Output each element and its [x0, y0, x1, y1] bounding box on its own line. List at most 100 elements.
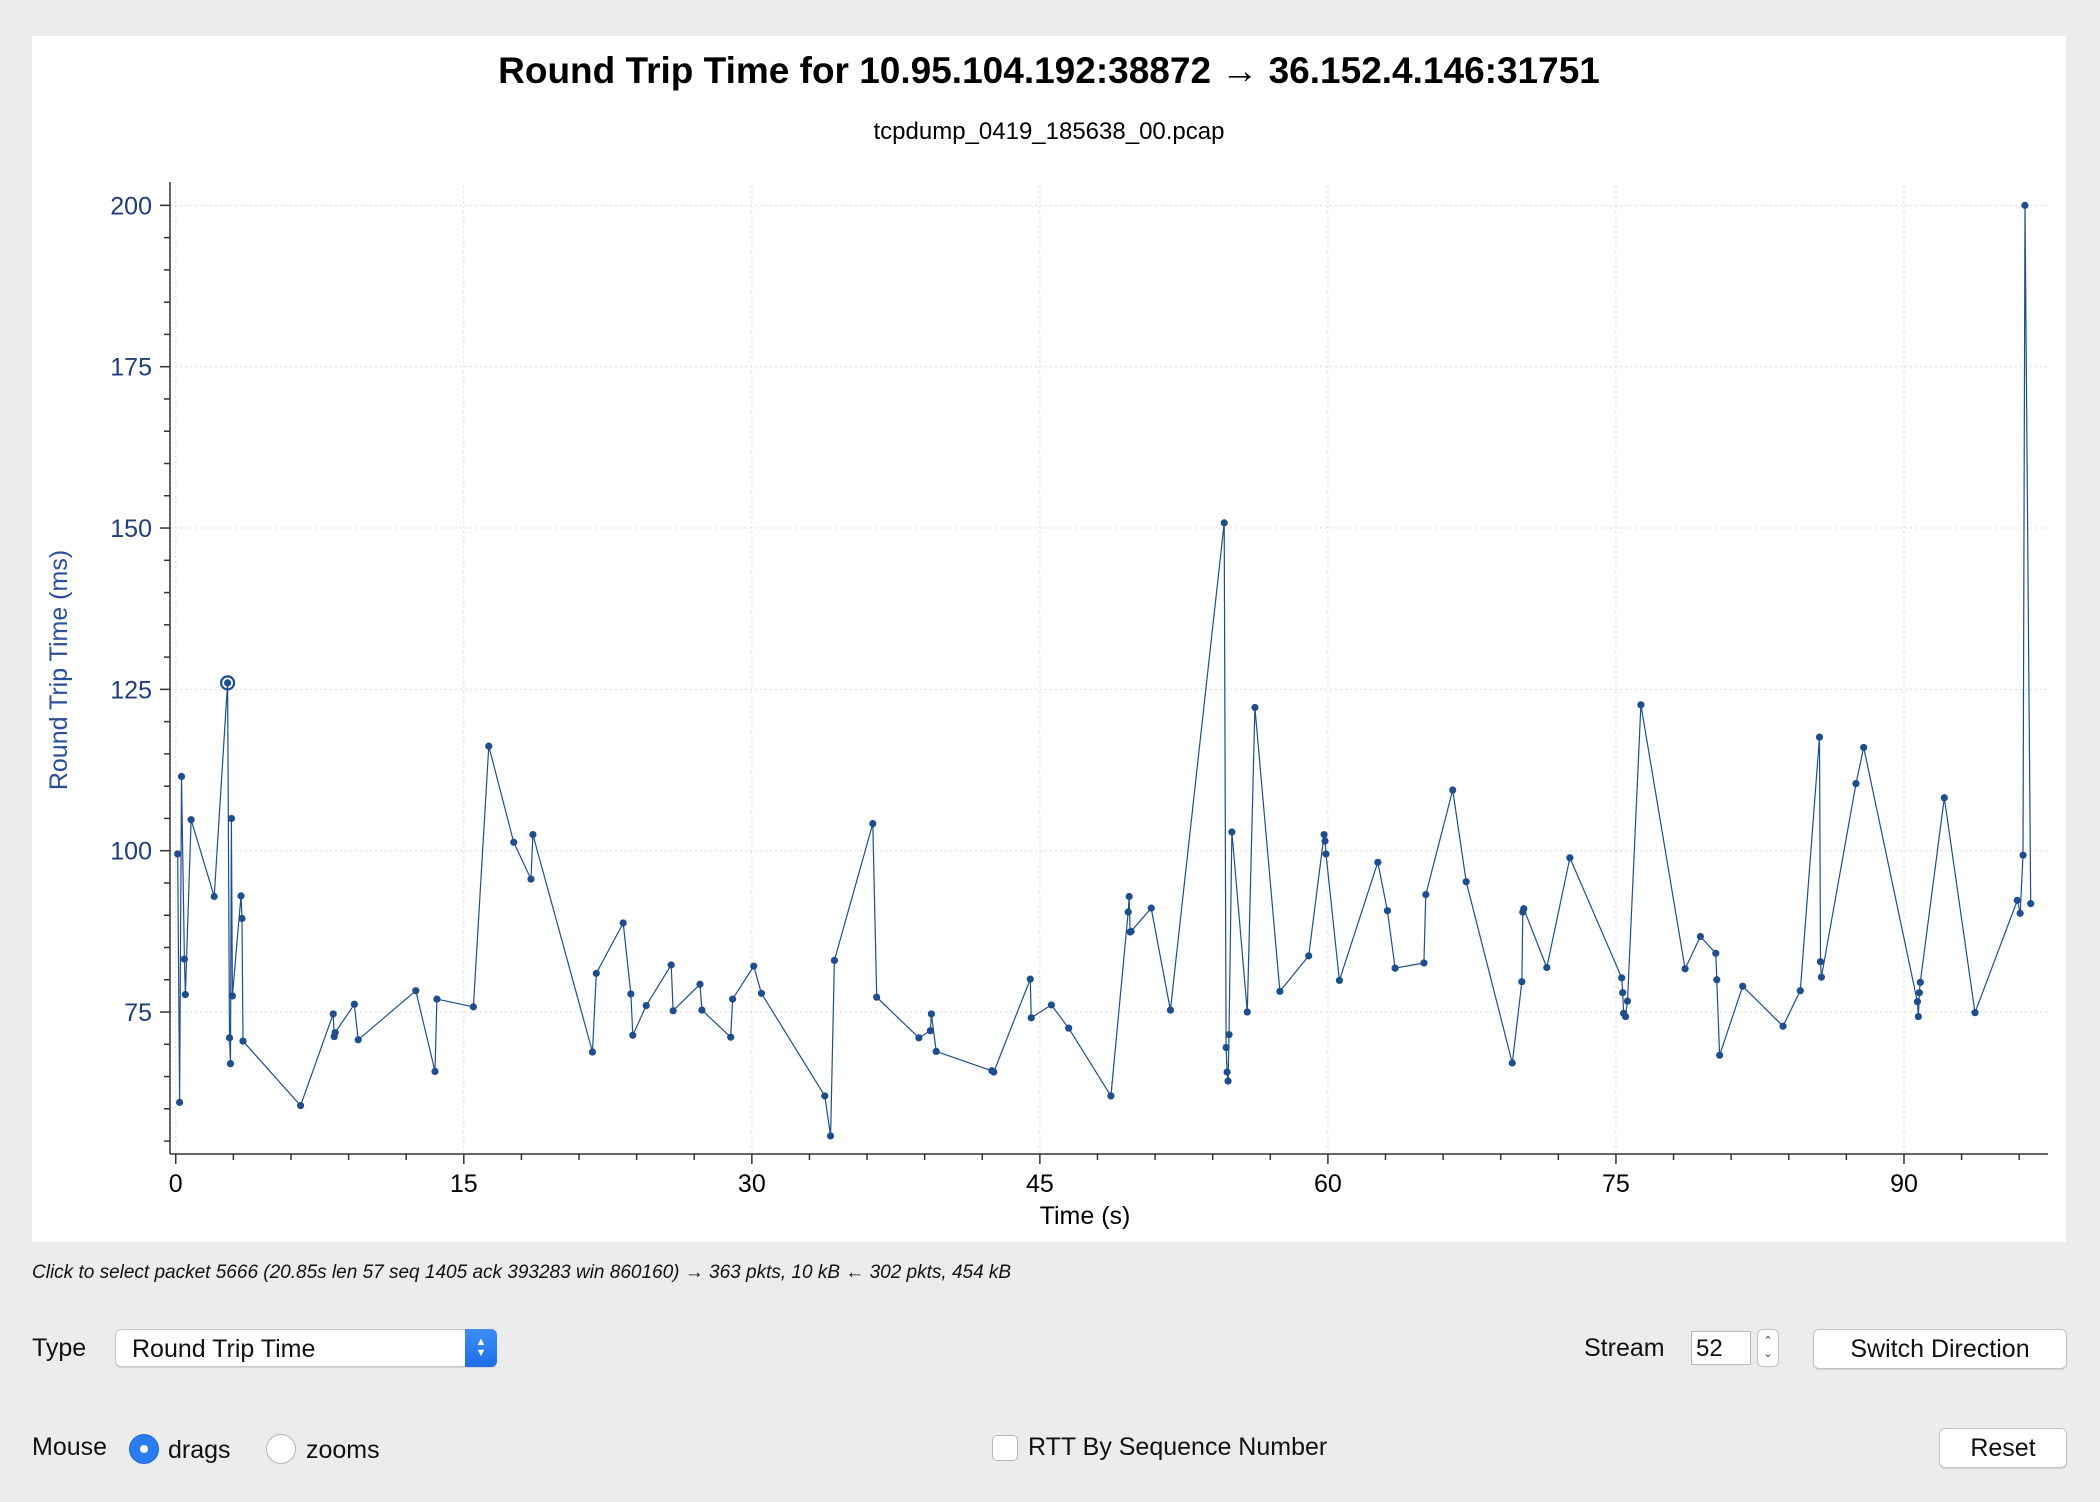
data-point[interactable] — [1621, 1012, 1630, 1021]
data-point[interactable] — [174, 850, 182, 858]
data-point[interactable] — [1623, 997, 1632, 1005]
data-point[interactable] — [1916, 978, 1924, 986]
data-point[interactable] — [224, 679, 232, 687]
data-point[interactable] — [354, 1036, 362, 1044]
data-point[interactable] — [329, 1010, 337, 1018]
data-point[interactable] — [431, 1067, 439, 1075]
data-point[interactable] — [1391, 964, 1399, 972]
data-point[interactable] — [176, 1098, 184, 1106]
rtt-by-sequence-label[interactable]: RTT By Sequence Number — [1028, 1433, 1328, 1461]
data-point[interactable] — [727, 1033, 735, 1041]
data-point[interactable] — [627, 990, 635, 998]
data-point[interactable] — [757, 989, 766, 997]
data-point[interactable] — [1166, 1006, 1175, 1014]
data-point[interactable] — [1321, 837, 1329, 845]
data-point[interactable] — [238, 914, 246, 923]
data-point[interactable] — [2027, 900, 2035, 908]
data-point[interactable] — [1305, 952, 1313, 960]
data-point[interactable] — [1817, 973, 1826, 981]
data-point[interactable] — [225, 1034, 234, 1042]
data-point[interactable] — [927, 1010, 935, 1018]
stream-input[interactable]: 52 — [1691, 1331, 1751, 1365]
data-point[interactable] — [510, 838, 518, 846]
data-point[interactable] — [619, 919, 627, 927]
data-point[interactable] — [296, 1102, 305, 1110]
stepper-down-icon[interactable]: ⌄ — [1763, 1348, 1773, 1360]
data-point[interactable] — [1520, 905, 1528, 913]
data-point[interactable] — [926, 1027, 935, 1035]
data-point[interactable] — [873, 993, 881, 1001]
data-point[interactable] — [181, 991, 189, 999]
data-point[interactable] — [237, 892, 245, 900]
data-point[interactable] — [1125, 892, 1133, 901]
zooms-label[interactable]: zooms — [306, 1436, 380, 1464]
data-point[interactable] — [1696, 932, 1705, 941]
rtt-chart[interactable]: Round Trip Time for 10.95.104.192:38872 … — [32, 36, 2066, 1242]
data-point[interactable] — [228, 992, 237, 1000]
data-point[interactable] — [1712, 949, 1720, 957]
data-point[interactable] — [667, 961, 675, 969]
stepper-up-icon[interactable]: ⌃ — [1763, 1335, 1773, 1347]
data-point[interactable] — [1739, 982, 1747, 990]
data-point[interactable] — [821, 1092, 829, 1100]
data-point[interactable] — [1713, 976, 1721, 984]
data-point[interactable] — [592, 969, 600, 977]
data-point[interactable] — [750, 962, 758, 970]
data-point[interactable] — [1449, 786, 1457, 794]
data-point[interactable] — [1716, 1051, 1724, 1059]
reset-button[interactable]: Reset — [1939, 1428, 2067, 1468]
data-point[interactable] — [629, 1031, 637, 1039]
type-select[interactable]: Round Trip Time ▲ ▼ — [115, 1329, 497, 1367]
drags-label[interactable]: drags — [168, 1436, 231, 1464]
data-point[interactable] — [1276, 987, 1284, 995]
data-point[interactable] — [1422, 890, 1430, 899]
data-point[interactable] — [1971, 1009, 1979, 1017]
data-point[interactable] — [227, 814, 236, 823]
data-point[interactable] — [412, 987, 420, 995]
data-point[interactable] — [1127, 927, 1135, 935]
data-point[interactable] — [1796, 987, 1804, 995]
data-point[interactable] — [529, 830, 537, 839]
data-point[interactable] — [1779, 1022, 1787, 1030]
data-point[interactable] — [1518, 978, 1526, 986]
data-point[interactable] — [177, 772, 186, 781]
data-point[interactable] — [1224, 1077, 1232, 1085]
data-point[interactable] — [1860, 743, 1868, 752]
data-point[interactable] — [1681, 965, 1689, 973]
data-point[interactable] — [1223, 1068, 1231, 1076]
data-point[interactable] — [2013, 896, 2021, 904]
data-point[interactable] — [2021, 201, 2029, 209]
data-point[interactable] — [1225, 1031, 1233, 1039]
data-point[interactable] — [1228, 828, 1236, 836]
data-point[interactable] — [433, 995, 441, 1003]
data-point[interactable] — [669, 1007, 677, 1015]
data-point[interactable] — [729, 995, 737, 1003]
data-point[interactable] — [869, 819, 877, 828]
data-point[interactable] — [2019, 851, 2027, 859]
data-point[interactable] — [1047, 1001, 1055, 1009]
data-point[interactable] — [932, 1047, 940, 1055]
data-point[interactable] — [1618, 974, 1626, 982]
data-point[interactable] — [1852, 779, 1860, 788]
data-point[interactable] — [1065, 1024, 1073, 1032]
data-point[interactable] — [1027, 1014, 1035, 1022]
data-point[interactable] — [1320, 830, 1328, 839]
data-point[interactable] — [1913, 998, 1922, 1006]
stream-stepper[interactable]: ⌃ ⌄ — [1757, 1329, 1779, 1367]
data-point[interactable] — [485, 742, 493, 750]
data-point[interactable] — [915, 1034, 923, 1042]
rtt-by-sequence-checkbox[interactable] — [992, 1435, 1018, 1461]
data-point[interactable] — [1420, 959, 1428, 967]
drags-radio[interactable] — [129, 1434, 159, 1464]
data-point[interactable] — [1462, 878, 1470, 886]
data-point[interactable] — [331, 1029, 339, 1037]
data-point[interactable] — [1322, 850, 1330, 858]
data-point[interactable] — [1940, 794, 1948, 802]
data-point[interactable] — [180, 955, 189, 963]
data-point[interactable] — [1543, 963, 1551, 972]
data-point[interactable] — [1566, 854, 1574, 862]
data-point[interactable] — [826, 1132, 835, 1140]
data-point[interactable] — [1026, 975, 1034, 983]
data-point[interactable] — [226, 1060, 235, 1068]
data-point[interactable] — [1107, 1092, 1115, 1100]
